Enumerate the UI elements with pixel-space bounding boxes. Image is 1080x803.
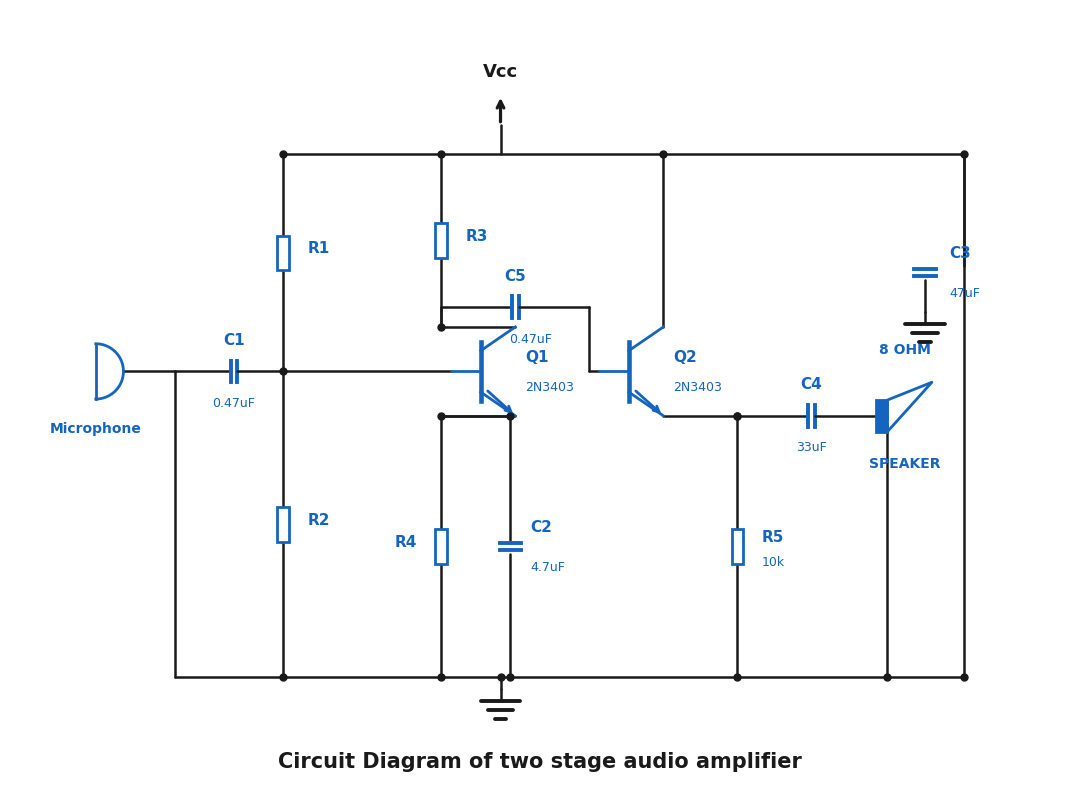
Polygon shape bbox=[888, 383, 932, 432]
Text: 0.47uF: 0.47uF bbox=[213, 397, 256, 410]
Text: 33uF: 33uF bbox=[796, 441, 827, 454]
Text: Microphone: Microphone bbox=[50, 422, 141, 435]
Text: C1: C1 bbox=[224, 332, 245, 347]
Text: 4.7uF: 4.7uF bbox=[530, 560, 565, 573]
Text: Q2: Q2 bbox=[673, 349, 697, 365]
Text: C2: C2 bbox=[530, 520, 552, 535]
Text: R5: R5 bbox=[762, 529, 784, 544]
Bar bbox=[278, 236, 289, 271]
Text: 10k: 10k bbox=[762, 555, 785, 569]
Bar bbox=[876, 401, 888, 432]
Text: Circuit Diagram of two stage audio amplifier: Circuit Diagram of two stage audio ampli… bbox=[278, 752, 802, 772]
Bar bbox=[435, 224, 447, 259]
Text: 0.47uF: 0.47uF bbox=[509, 332, 552, 345]
Text: 2N3403: 2N3403 bbox=[525, 380, 575, 393]
Text: R4: R4 bbox=[394, 535, 417, 549]
Text: R3: R3 bbox=[465, 229, 488, 244]
Bar bbox=[876, 401, 888, 432]
Text: C3: C3 bbox=[949, 247, 971, 261]
Text: R1: R1 bbox=[308, 241, 330, 256]
Text: 8 OHM: 8 OHM bbox=[879, 342, 931, 357]
Text: C4: C4 bbox=[800, 377, 822, 392]
Bar bbox=[731, 530, 743, 565]
Text: SPEAKER: SPEAKER bbox=[869, 457, 941, 471]
Text: Vcc: Vcc bbox=[483, 63, 518, 81]
Bar bbox=[278, 507, 289, 542]
Text: R2: R2 bbox=[308, 512, 330, 528]
Text: 2N3403: 2N3403 bbox=[673, 380, 723, 393]
Text: Q1: Q1 bbox=[525, 349, 549, 365]
Text: 47uF: 47uF bbox=[949, 287, 981, 300]
Text: C5: C5 bbox=[504, 268, 526, 283]
Bar bbox=[435, 530, 447, 565]
